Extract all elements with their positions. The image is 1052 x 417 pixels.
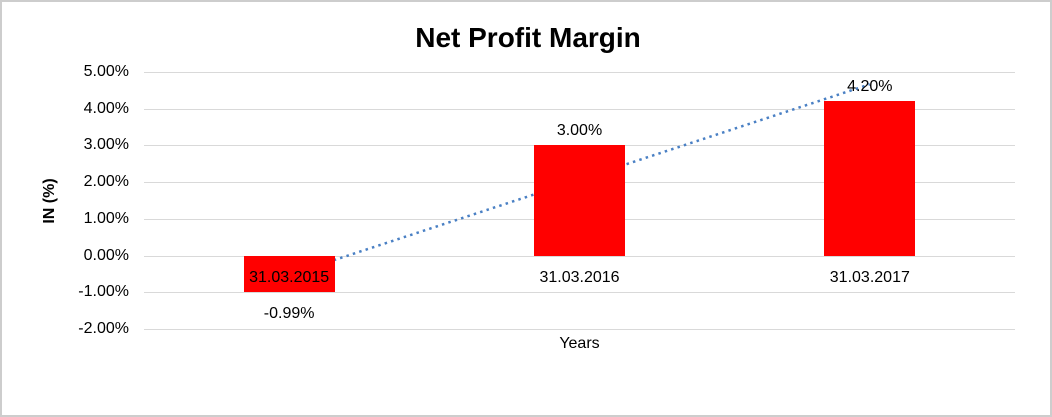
y-tick-label: 4.00%: [83, 99, 129, 117]
trendline-layer: [288, 83, 871, 277]
y-gridline: [144, 329, 1015, 330]
y-gridline: [144, 255, 1015, 257]
data-label: -0.99%: [263, 304, 315, 322]
y-gridline: [144, 292, 1015, 294]
x-category-label: 31.03.2016: [539, 268, 620, 286]
trendline-dotted: [288, 83, 871, 277]
x-category-label: 31.03.2017: [829, 268, 910, 286]
y-gridline: [144, 72, 1015, 73]
bar-31.03.2015: [243, 255, 335, 292]
x-category-label: 31.03.2015: [249, 268, 330, 286]
x-axis-title: Years: [559, 335, 600, 352]
bar-31.03.2016: [534, 145, 625, 256]
y-tick-label: 0.00%: [83, 246, 129, 264]
data-label: 4.20%: [847, 78, 893, 96]
y-tick-label: -1.00%: [78, 283, 129, 301]
y-tick-label: 2.00%: [83, 173, 129, 191]
y-tick-label: 1.00%: [83, 209, 129, 227]
data-label: 3.00%: [556, 122, 603, 140]
y-tick-label: 5.00%: [83, 63, 129, 80]
chart-title: Net Profit Margin: [415, 22, 641, 53]
y-tick-label: 3.00%: [83, 136, 129, 154]
y-tick-label: -2.00%: [78, 320, 129, 337]
bar-31.03.2017: [824, 101, 916, 256]
y-gridline: [144, 108, 1015, 110]
